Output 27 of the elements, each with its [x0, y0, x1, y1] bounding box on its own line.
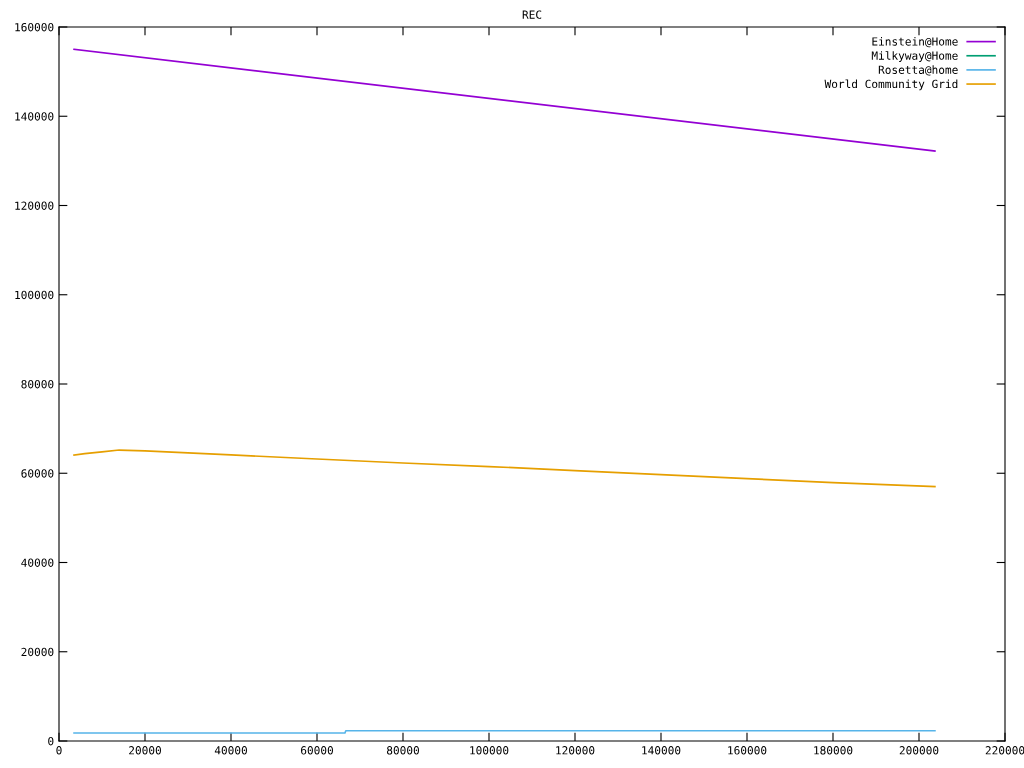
- x-tick-label: 40000: [214, 746, 247, 755]
- x-tick-label: 0: [56, 746, 62, 755]
- x-tick-label: 180000: [814, 746, 853, 755]
- x-tick-label: 20000: [129, 746, 161, 755]
- x-tick-label: 160000: [728, 746, 767, 755]
- legend-label: Rosetta@home: [878, 65, 958, 76]
- y-tick-label: 40000: [21, 558, 54, 567]
- y-tick-label: 120000: [15, 201, 54, 210]
- y-tick-label: 60000: [21, 469, 54, 478]
- line-series: [73, 449, 936, 488]
- x-tick-label: 200000: [899, 746, 939, 755]
- x-tick-label: 120000: [556, 746, 595, 755]
- legend-label: World Community Grid: [824, 79, 958, 91]
- x-tick-label: 100000: [470, 746, 509, 755]
- y-tick-label: 140000: [15, 112, 54, 121]
- legend-label: Milkyway@Home: [871, 51, 958, 62]
- x-tick-label: 60000: [301, 746, 333, 755]
- y-tick-label: 0: [48, 737, 54, 746]
- y-tick-label: 160000: [15, 23, 54, 32]
- legend-label: Einstein@Home: [872, 37, 958, 48]
- y-tick-label: 100000: [15, 290, 54, 300]
- y-tick-label: 20000: [21, 647, 54, 657]
- x-tick-label: 140000: [642, 746, 681, 755]
- chart-title: REC: [522, 10, 542, 19]
- x-tick-label: 220000: [985, 746, 1024, 755]
- y-tick-label: 80000: [21, 380, 54, 389]
- x-tick-label: 80000: [386, 746, 419, 755]
